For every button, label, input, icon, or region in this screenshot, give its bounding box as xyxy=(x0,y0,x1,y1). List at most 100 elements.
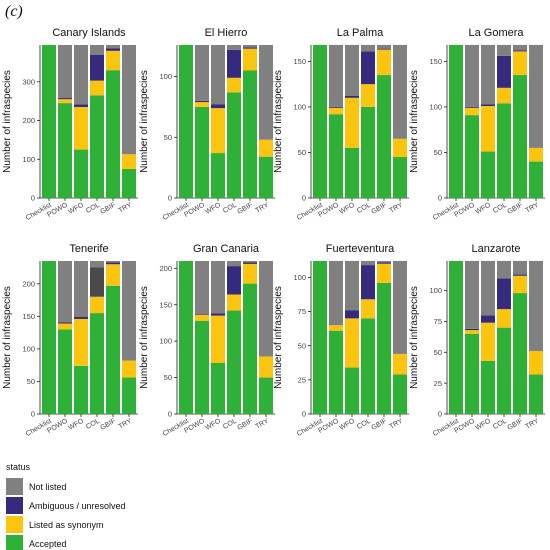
y-tick-label: 300 xyxy=(22,77,35,86)
bar-segment-ambiguous xyxy=(90,296,104,297)
bar-segment-accepted xyxy=(106,70,120,198)
y-tick-label: 150 xyxy=(159,300,172,309)
x-tick-label: GBIF xyxy=(370,202,388,216)
panel-la-palma: La Palma Number of infraspecies 0 50 100 150 C… xyxy=(273,27,409,222)
bar-segment-synonym xyxy=(122,360,136,378)
bar-segment-synonym xyxy=(465,330,479,334)
bar-segment-accepted xyxy=(179,45,193,198)
bar-segment-synonym xyxy=(195,102,209,107)
x-tick-label: GBIF xyxy=(370,418,388,432)
bar-segment-synonym xyxy=(529,351,543,375)
bar-segment-accepted xyxy=(497,327,511,414)
panel-title: Lanzarote xyxy=(472,243,521,255)
x-tick-label: COL xyxy=(222,202,238,215)
bar-segment-accepted xyxy=(529,161,543,198)
bar-segment-synonym xyxy=(361,84,375,107)
bar-segment-notlisted xyxy=(329,45,343,107)
bar-segment-synonym xyxy=(393,353,407,375)
bar-segment-accepted xyxy=(361,106,375,198)
y-axis-label: Number of infraspecies xyxy=(273,286,284,389)
bar-segment-notlisted xyxy=(377,261,391,263)
bar-segment-accepted xyxy=(243,283,257,414)
bar-segment-accepted xyxy=(42,45,56,198)
bar-segment-ambiguous xyxy=(465,106,479,108)
bar-segment-notlisted xyxy=(329,261,343,326)
y-tick-label: 50 xyxy=(164,133,172,142)
y-tick-label: 0 xyxy=(438,194,442,203)
x-tick-label: COL xyxy=(492,202,508,215)
y-tick-label: 200 xyxy=(159,264,172,273)
bar-segment-accepted xyxy=(195,320,209,414)
bar-segment-accepted xyxy=(74,149,88,198)
x-tick-label: TRY xyxy=(254,202,270,215)
y-axis-label: Number of infraspecies xyxy=(409,70,420,173)
y-tick-label: 100 xyxy=(293,273,306,282)
bar-segment-ambiguous xyxy=(195,314,209,315)
y-tick-label: 75 xyxy=(298,307,306,316)
bar-segment-notlisted xyxy=(74,45,88,105)
bar-segment-synonym xyxy=(90,80,104,96)
bar-segment-accepted xyxy=(377,75,391,198)
x-tick-label: COL xyxy=(356,418,372,431)
bar-segment-notlisted xyxy=(259,261,273,357)
bar-segment-ambiguous xyxy=(195,100,209,103)
bar-segment-synonym xyxy=(259,139,273,157)
y-tick-label: 0 xyxy=(438,410,442,419)
bar-segment-accepted xyxy=(481,360,495,414)
bar-segment-accepted xyxy=(481,151,495,198)
bar-segment-synonym xyxy=(227,77,241,93)
y-tick-label: 50 xyxy=(164,373,172,382)
bar-segment-accepted xyxy=(313,261,327,414)
bar-segment-synonym xyxy=(58,99,72,104)
x-tick-label: TRY xyxy=(524,418,540,431)
y-tick-label: 100 xyxy=(22,344,35,353)
panel-title: Gran Canaria xyxy=(193,243,260,255)
bar-segment-accepted xyxy=(497,103,511,198)
bar-segment-notlisted xyxy=(345,45,359,96)
bar-segment-notlisted xyxy=(122,45,136,155)
panel-lanzarote: Lanzarote Number of infraspecies 0 25 50 75 10… xyxy=(409,243,545,438)
legend-label-ambiguous: Ambiguous / unresolved xyxy=(29,501,126,511)
bar-segment-notlisted xyxy=(529,45,543,148)
bar-segment-accepted xyxy=(179,261,193,414)
bar-segment-synonym xyxy=(243,48,257,71)
bar-segment-accepted xyxy=(211,153,225,198)
bar-segment-accepted xyxy=(74,365,88,414)
y-tick-label: 200 xyxy=(22,116,35,125)
bar-segment-accepted xyxy=(513,293,527,414)
bar-segment-ambiguous xyxy=(58,322,72,324)
bar-segment-synonym xyxy=(58,323,72,330)
bar-segment-synonym xyxy=(377,263,391,283)
bar-segment-synonym xyxy=(361,299,375,319)
y-tick-label: 100 xyxy=(159,337,172,346)
x-tick-label: WFO xyxy=(338,201,356,216)
legend-label-accepted: Accepted xyxy=(29,539,67,549)
bar-segment-accepted xyxy=(449,45,463,198)
bar-segment-ambiguous xyxy=(227,266,241,295)
bar-segment-accepted xyxy=(361,318,375,414)
panel-title: La Gomera xyxy=(468,27,524,39)
bar-segment-synonym xyxy=(393,138,407,158)
bar-segment-ambiguous xyxy=(106,48,120,51)
bar-segment-ambiguous xyxy=(481,315,495,323)
bar-segment-accepted xyxy=(345,367,359,414)
bar-segment-notlisted xyxy=(481,261,495,316)
bar-segment-accepted xyxy=(227,92,241,198)
bar-segment-ambiguous xyxy=(481,104,495,107)
legend-swatch-ambiguous xyxy=(6,497,23,514)
x-tick-label: COL xyxy=(222,418,238,431)
bar-segment-accepted xyxy=(195,106,209,198)
bar-segment-synonym xyxy=(345,318,359,368)
bar-segment-notlisted xyxy=(195,261,209,315)
bar-segment-accepted xyxy=(513,75,527,198)
bar-segment-notlisted xyxy=(377,45,391,49)
bar-segment-ambiguous xyxy=(211,313,225,316)
bar-segment-ambiguous xyxy=(243,47,257,49)
bar-segment-accepted xyxy=(529,374,543,414)
bar-segment-ambiguous xyxy=(361,51,375,85)
x-tick-label: GBIF xyxy=(236,202,254,216)
x-tick-label: TRY xyxy=(254,418,270,431)
bar-segment-accepted xyxy=(259,377,273,414)
panel-title: Tenerife xyxy=(69,243,108,255)
